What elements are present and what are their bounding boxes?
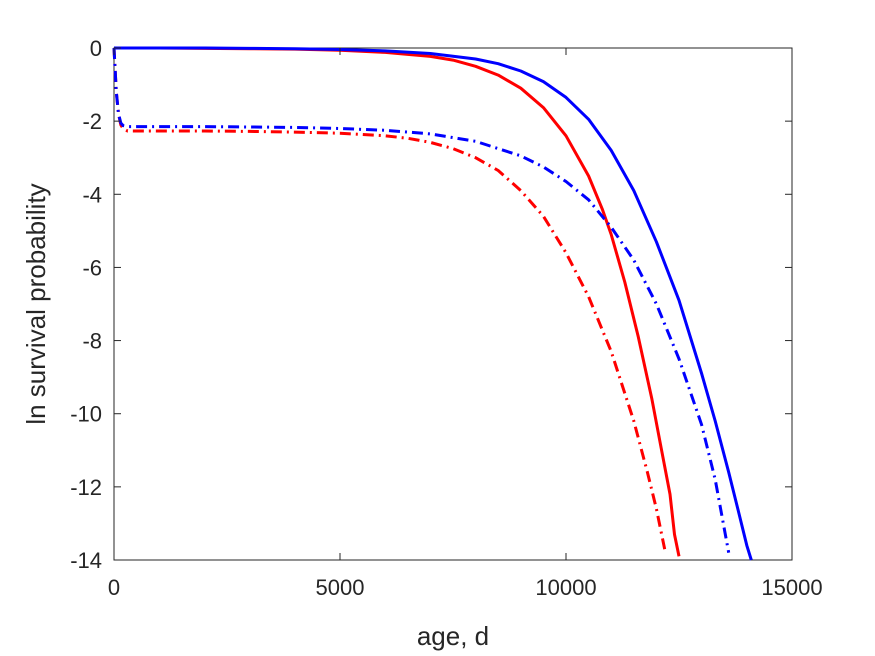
series-layer bbox=[112, 46, 753, 561]
ticks-layer: 0 5000 10000 15000 0 -2 -4 -6 -8 -10 -12 -14 bbox=[70, 36, 822, 600]
x-axis-label: age, d bbox=[417, 621, 489, 651]
y-tick-label: -14 bbox=[70, 548, 102, 573]
y-tick-label: -10 bbox=[70, 402, 102, 427]
series-line-3 bbox=[112, 47, 667, 554]
x-tick-label: 5000 bbox=[316, 575, 365, 600]
series-line-2 bbox=[114, 46, 753, 561]
y-tick-label: -4 bbox=[82, 182, 102, 207]
y-axis-label: ln survival probability bbox=[21, 183, 51, 424]
y-tick-label: 0 bbox=[90, 36, 102, 61]
plot-area bbox=[113, 47, 793, 561]
x-tick-label: 0 bbox=[108, 575, 120, 600]
y-tick-label: -2 bbox=[82, 109, 102, 134]
x-tick-label: 10000 bbox=[535, 575, 596, 600]
y-tick-label: -8 bbox=[82, 329, 102, 354]
y-tick-label: -6 bbox=[82, 255, 102, 280]
y-tick-label: -12 bbox=[70, 475, 102, 500]
series-line-4 bbox=[112, 47, 731, 553]
x-tick-label: 15000 bbox=[761, 575, 822, 600]
